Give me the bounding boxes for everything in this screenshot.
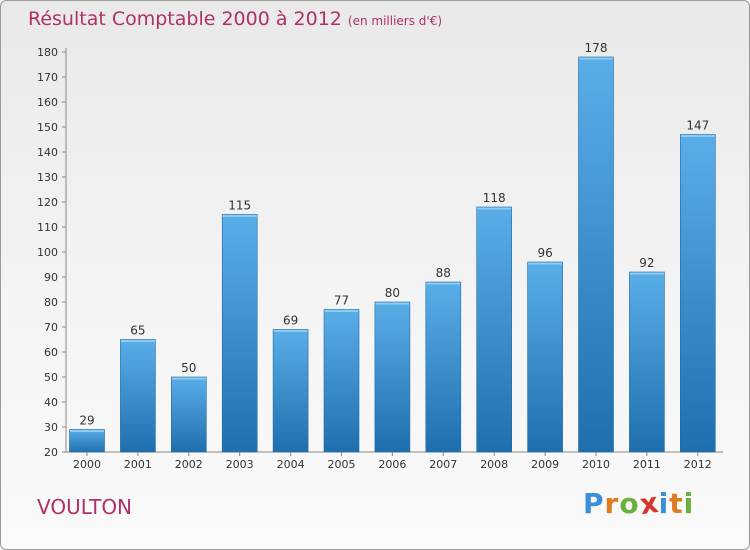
y-tick-label: 140 [37,146,58,159]
data-labels: 29 65 50 115 69 77 80 88 118 96 178 92 147 [79,41,709,428]
data-label-2002: 50 [181,361,196,375]
x-axis: 2000 2001 2002 2003 2004 2005 2006 2007 2008 2009… [73,452,712,471]
bar-highlight [222,215,257,217]
data-label-2005: 77 [334,294,349,308]
bar-highlight [680,135,715,137]
y-tick-label: 80 [44,296,58,309]
data-label-2000: 29 [79,414,94,428]
bar-2003 [221,214,258,453]
x-tick-label-2012: 2012 [684,458,712,471]
bar-2011 [629,271,665,453]
x-tick-label-2009: 2009 [531,458,559,471]
bar-2012 [679,134,716,453]
y-tick-label: 20 [44,446,58,459]
bar-highlight [375,302,410,305]
bar-highlight [171,377,206,380]
bar-highlight [273,330,308,332]
x-tick-label-2002: 2002 [175,458,203,471]
bar-2008 [476,206,513,453]
data-label-2012: 147 [686,119,709,133]
data-label-2003: 115 [228,199,251,213]
y-tick-label: 60 [44,346,58,359]
chart-title: Résultat Comptable 2000 à 2012 (en millie… [28,8,442,30]
logo-letter: x [637,485,661,522]
bar-highlight [629,272,664,275]
data-label-2004: 69 [283,314,298,328]
x-tick-label-2004: 2004 [277,458,305,471]
y-tick-label: 160 [37,96,58,109]
y-tick-label: 130 [37,171,58,184]
x-tick-label-2007: 2007 [429,458,457,471]
x-tick-label-2000: 2000 [73,458,101,471]
logo-letter: o [619,487,640,520]
y-tick-label: 110 [37,221,58,234]
bar-2010 [578,56,614,453]
logo-letter: P [583,487,605,520]
data-label-2001: 65 [130,324,145,338]
bar-highlight [426,282,461,285]
x-tick-label-2006: 2006 [378,458,406,471]
y-tick-label: 40 [44,396,58,409]
data-label-2009: 96 [537,246,552,260]
y-tick-label: 120 [37,196,58,209]
bar-highlight [579,57,613,60]
logo-letter: r [604,487,620,520]
bars [69,56,716,453]
bar-highlight [120,340,155,342]
y-tick-label: 100 [37,246,58,259]
data-label-2008: 118 [483,191,506,205]
chart-subtitle: (en milliers d'€) [347,14,443,28]
data-label-2006: 80 [385,286,400,300]
bar-2001 [120,339,156,453]
x-tick-label-2001: 2001 [124,458,152,471]
bar-highlight [477,207,512,210]
bar-2007 [425,281,462,453]
bar-highlight [324,310,359,312]
bar-2009 [527,261,563,453]
y-tick-label: 30 [44,421,58,434]
bar-highlight [528,262,563,265]
y-tick-label: 180 [37,46,58,59]
chart-title-text: Résultat Comptable 2000 à 2012 [28,8,342,30]
data-label-2007: 88 [436,266,451,280]
bar-2002 [171,376,207,453]
bar-2005 [323,309,360,453]
y-tick-label: 150 [37,121,58,134]
logo-letter: i [658,487,670,520]
x-tick-label-2005: 2005 [328,458,356,471]
logo-letter: i [683,487,695,520]
proxiti-logo: Proxiti [583,485,695,522]
place-name: VOULTON [37,495,133,519]
data-label-2010: 178 [585,41,608,55]
x-tick-label-2011: 2011 [633,458,661,471]
bar-2000 [69,429,105,453]
x-tick-label-2010: 2010 [582,458,610,471]
y-tick-label: 50 [44,371,58,384]
y-tick-label: 70 [44,321,58,334]
x-tick-label-2003: 2003 [226,458,254,471]
y-tick-label: 90 [44,271,58,284]
data-label-2011: 92 [639,256,654,270]
x-tick-label-2008: 2008 [480,458,508,471]
logo-letter: t [669,487,684,520]
bar-highlight [70,430,104,432]
bar-2006 [374,301,411,453]
y-tick-label: 170 [37,71,58,84]
bar-2004 [272,329,309,453]
